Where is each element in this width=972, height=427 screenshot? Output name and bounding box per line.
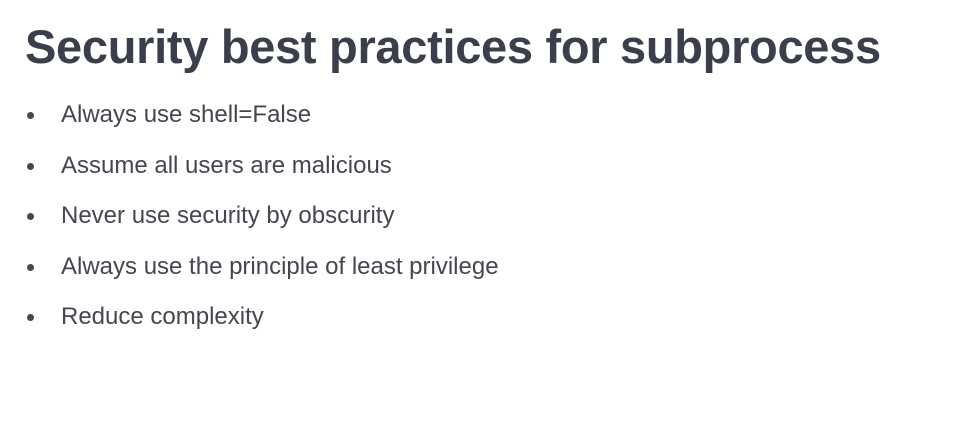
bullet-item: Always use the principle of least privil… <box>0 249 972 300</box>
bullet-dot-icon <box>27 314 34 321</box>
bullet-item: Always use shell=False <box>0 97 972 148</box>
bullet-text: Always use shell=False <box>61 101 312 128</box>
bullet-text: Always use the principle of least privil… <box>61 252 499 280</box>
bullet-text: Never use security by obscurity <box>61 202 395 229</box>
bullet-item: Never use security by obscurity <box>0 198 972 249</box>
bullet-item: Reduce complexity <box>0 299 972 350</box>
bullet-text: Assume all users are malicious <box>61 151 392 179</box>
bullet-dot-icon <box>27 112 34 119</box>
bullet-dot-icon <box>27 213 34 220</box>
slide-title: Security best practices for subprocess <box>25 20 881 73</box>
bullet-list: Always use shell=False Assume all users … <box>0 97 972 350</box>
bullet-dot-icon <box>27 263 34 271</box>
bullet-item: Assume all users are malicious <box>0 148 972 199</box>
bullet-dot-icon <box>27 162 34 170</box>
bullet-text: Reduce complexity <box>61 303 264 330</box>
